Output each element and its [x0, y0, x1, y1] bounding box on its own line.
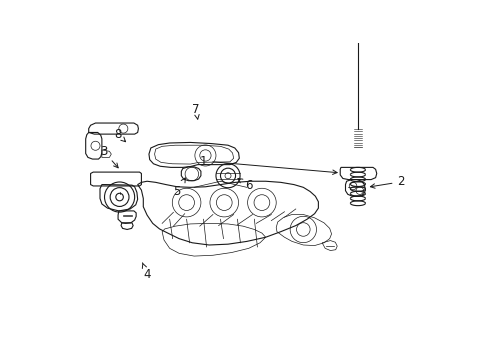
Text: 2: 2 [369, 175, 404, 188]
Text: 5: 5 [173, 178, 185, 198]
Text: 7: 7 [192, 103, 200, 119]
Text: 1: 1 [200, 154, 336, 175]
Text: 8: 8 [114, 128, 125, 142]
Text: 6: 6 [238, 179, 252, 193]
Text: 3: 3 [100, 145, 118, 168]
Text: 4: 4 [142, 263, 150, 281]
